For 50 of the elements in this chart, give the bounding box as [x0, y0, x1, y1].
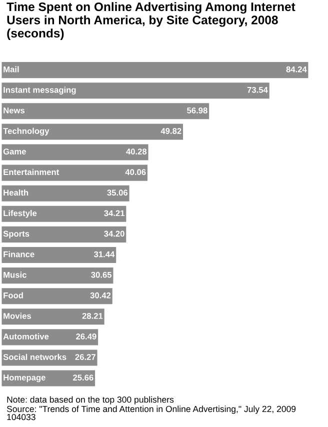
y-tick-label: Finance — [4, 251, 34, 258]
data-label: 30.42 — [90, 292, 111, 298]
data-label: 28.21 — [82, 312, 103, 319]
y-tick-label: Health — [4, 189, 28, 196]
data-label: 30.65 — [91, 272, 112, 278]
data-label: 34.20 — [104, 230, 124, 237]
data-label: 26.27 — [75, 354, 96, 360]
y-tick-label: Mail — [4, 66, 19, 72]
y-tick-label: Food — [4, 292, 23, 298]
bar — [2, 288, 112, 304]
data-label: 34.21 — [104, 210, 124, 216]
data-label: 25.66 — [73, 374, 94, 381]
data-label: 35.06 — [107, 190, 128, 196]
y-tick-label: Instant messaging — [4, 86, 76, 95]
y-tick-label: Automotive — [3, 333, 49, 340]
bar — [2, 124, 184, 140]
bar — [2, 185, 130, 202]
bar — [2, 226, 126, 242]
y-tick-label: Entertainment — [4, 168, 60, 176]
bar — [2, 82, 270, 99]
y-tick-label: Sports — [3, 230, 30, 238]
data-label: 84.24 — [286, 66, 307, 72]
text: 104033 — [7, 414, 36, 420]
y-tick-label: Social networks — [3, 354, 66, 360]
y-tick-label: Movies — [4, 312, 32, 319]
bar — [2, 350, 98, 366]
y-tick-label: Technology — [3, 128, 50, 136]
bar — [2, 144, 148, 160]
y-tick-label: Game — [3, 148, 26, 154]
bar — [2, 308, 104, 325]
y-tick-label: Lifestyle — [4, 210, 37, 218]
data-label: 31.44 — [94, 251, 115, 258]
data-label: 49.82 — [160, 128, 182, 134]
bar — [2, 246, 116, 264]
bar — [2, 62, 308, 78]
y-tick-label: News — [4, 108, 25, 114]
data-label: 40.06 — [125, 169, 146, 176]
bar — [2, 164, 148, 181]
y-tick-label: Homepage — [4, 374, 46, 382]
data-label: 40.28 — [126, 148, 147, 154]
source-note: Source: "Trends of Time and Attention in Online Advertising," July 22, 2009 — [6, 406, 296, 414]
y-tick-label: Music — [4, 272, 26, 278]
data-label: 56.98 — [187, 107, 208, 114]
bar — [2, 103, 210, 120]
chart-title: Time Spent on Online Advertising Among Internet Users in North America, by Site Category, 2008 (seconds) — [6, 2, 296, 40]
data-label: 73.54 — [247, 86, 268, 93]
bar — [2, 206, 126, 222]
data-label: 26.49 — [76, 334, 96, 340]
text: Note: data based on the top 300 publishers — [7, 396, 174, 404]
bar — [2, 268, 114, 284]
